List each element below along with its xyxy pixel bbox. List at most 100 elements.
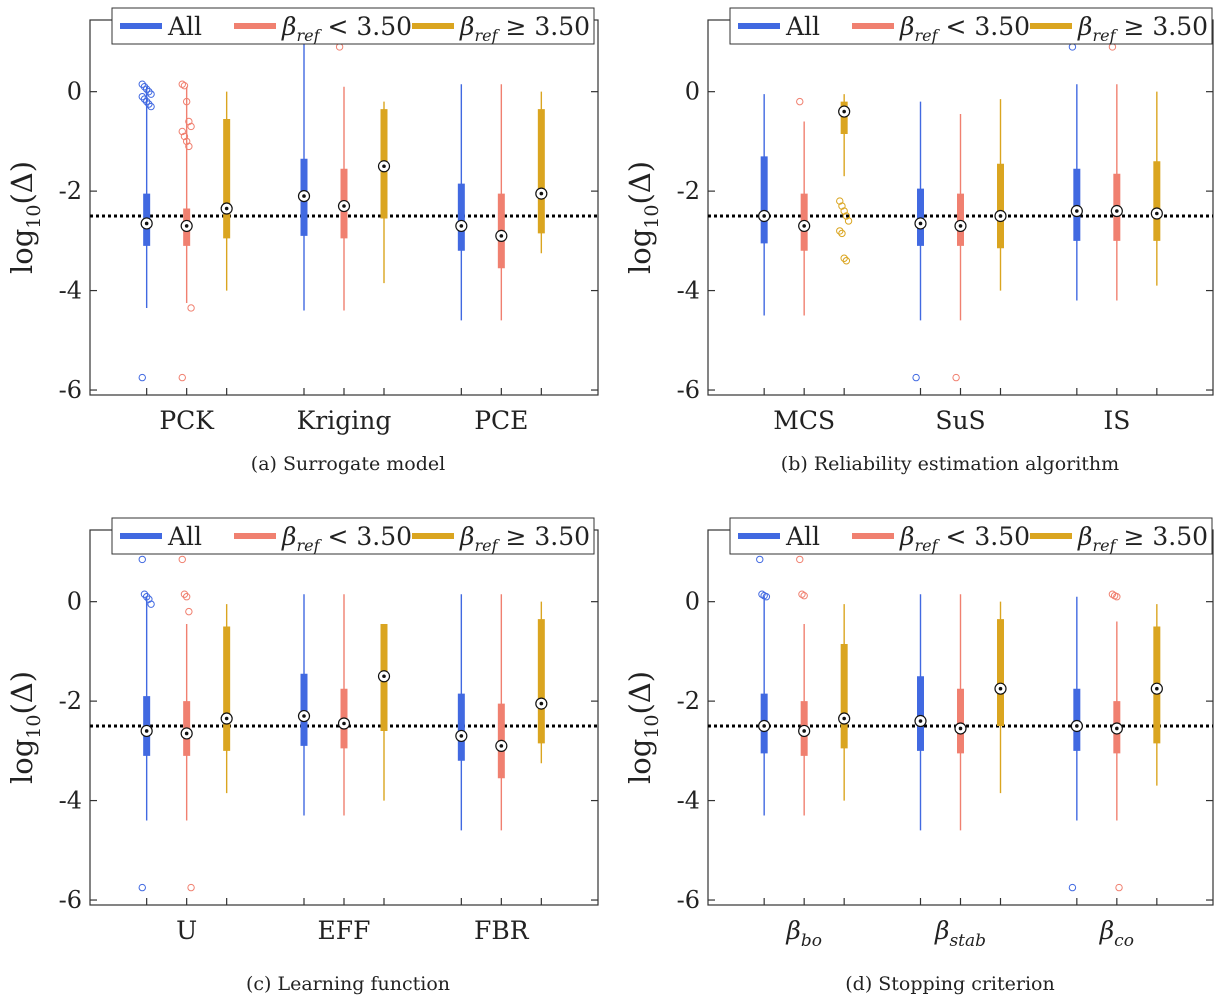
box-low-median-dot xyxy=(802,224,806,228)
y-tick-label: -2 xyxy=(677,687,700,715)
box-low-median-dot xyxy=(958,224,963,228)
box-low-median-dot xyxy=(1115,209,1119,213)
box-high-median-dot xyxy=(842,109,846,114)
legend-label-low: βref < 3.50 xyxy=(281,522,412,555)
box-low-median-dot xyxy=(499,234,504,238)
box-high-median-dot xyxy=(1155,686,1159,691)
y-tick-label: -4 xyxy=(59,787,82,815)
box-all-outlier xyxy=(138,555,146,564)
box-low-outlier xyxy=(185,117,193,126)
box-low-outlier xyxy=(182,592,191,601)
legend-label-high: βref ≥ 3.50 xyxy=(459,12,590,45)
box-high-median-dot xyxy=(998,214,1003,218)
y-axis-label: log10(Δ) xyxy=(5,671,45,784)
box-all-outlier xyxy=(142,592,151,601)
box-all-outlier xyxy=(142,97,151,106)
legend-label-low: βref < 3.50 xyxy=(899,522,1030,555)
box-low-median-dot xyxy=(499,744,504,748)
y-axis-label: log10(Δ) xyxy=(5,161,45,274)
box-all-median-dot xyxy=(302,194,306,198)
y-tick-label: -6 xyxy=(677,376,700,404)
box-all-outlier xyxy=(758,590,766,598)
x-category-label: MCS xyxy=(773,406,835,435)
box-low-outlier xyxy=(180,82,189,90)
x-category-label: SuS xyxy=(935,406,985,435)
box-low-outlier xyxy=(182,137,191,146)
box-all-outlier xyxy=(138,80,146,88)
y-tick-label: 0 xyxy=(67,78,82,106)
box-all-outlier xyxy=(145,100,153,108)
box-all-median-dot xyxy=(302,714,306,718)
panel-caption: (b) Reliability estimation algorithm xyxy=(781,453,1119,475)
box-low-outlier xyxy=(185,607,193,616)
y-tick-label: -4 xyxy=(677,277,700,305)
panel-caption: (d) Stopping criterion xyxy=(845,973,1054,995)
box-high-median-dot xyxy=(539,701,544,706)
legend: All βref < 3.50 βref ≥ 3.50 xyxy=(111,517,595,555)
box-high-outlier xyxy=(836,197,844,205)
x-category-label: U xyxy=(176,916,197,945)
box-high-median-dot xyxy=(224,206,229,211)
box-all-median-dot xyxy=(459,734,464,738)
legend-frame xyxy=(111,7,595,45)
legend-frame xyxy=(729,7,1213,45)
box-high-outlier xyxy=(840,254,848,262)
box-all-outlier xyxy=(912,373,920,382)
box-high-median-dot xyxy=(539,191,544,196)
y-tick-label: -4 xyxy=(59,277,82,305)
box-high-outlier xyxy=(842,257,851,265)
box-high-outlier xyxy=(840,207,848,215)
box-all-outlier xyxy=(145,595,153,603)
x-category-label: FBR xyxy=(474,916,530,945)
box-all-outlier xyxy=(147,90,155,98)
box-low-outlier xyxy=(335,43,344,51)
box-all-median-dot xyxy=(918,719,923,723)
box-low-median-dot xyxy=(342,721,346,726)
box-low-outlier xyxy=(180,132,189,141)
legend-label-all: All xyxy=(167,12,202,41)
box-all-median-dot xyxy=(762,214,766,218)
box-low-median-dot xyxy=(802,729,806,733)
box-low-outlier xyxy=(952,373,960,382)
box-all-outlier xyxy=(142,85,151,93)
box-low-outlier xyxy=(178,373,186,382)
legend-label-high: βref ≥ 3.50 xyxy=(1077,522,1208,555)
panel-caption: (a) Surrogate model xyxy=(251,453,445,475)
box-high-median-dot xyxy=(842,716,846,721)
box-high-outlier xyxy=(838,202,846,210)
box-high-median-dot xyxy=(1155,211,1159,216)
box-all-outlier xyxy=(138,883,146,892)
y-tick-label: -6 xyxy=(677,886,700,914)
box-low-median-dot xyxy=(184,224,189,228)
box-low-median-dot xyxy=(958,726,963,731)
box-high-median-dot xyxy=(998,686,1003,691)
legend-frame xyxy=(729,517,1213,555)
box-all-median-dot xyxy=(144,729,149,733)
legend-label-all: All xyxy=(167,522,202,551)
y-tick-label: 0 xyxy=(685,78,700,106)
box-low-outlier xyxy=(796,97,804,106)
legend-label-all: All xyxy=(785,522,820,551)
x-category-label: PCK xyxy=(159,406,215,435)
box-all-outlier xyxy=(140,590,149,598)
x-category-label: βstab xyxy=(934,916,986,951)
y-tick-label: -6 xyxy=(59,376,82,404)
box-high-median-dot xyxy=(382,674,386,679)
box-all-outlier xyxy=(145,87,153,96)
x-category-label: PCE xyxy=(474,406,528,435)
box-high-outlier xyxy=(842,212,851,220)
legend: All βref < 3.50 βref ≥ 3.50 xyxy=(729,517,1213,555)
box-all-median-dot xyxy=(918,221,923,226)
chart-panel-1: 0 -2 -4 -6 log10(Δ) PCK Kriging PCE All βref < 3.… xyxy=(5,7,599,475)
box-low-outlier xyxy=(178,555,186,564)
y-axis-label: log10(Δ) xyxy=(623,671,663,784)
box-low-outlier xyxy=(1113,592,1121,601)
box-low-outlier xyxy=(180,590,189,598)
box-all-median-dot xyxy=(144,221,149,226)
y-tick-label: -2 xyxy=(59,687,82,715)
y-tick-label: 0 xyxy=(67,588,82,616)
box-all-outlier xyxy=(762,592,771,601)
box-low-outlier xyxy=(798,590,806,598)
box-high-outlier xyxy=(844,217,853,225)
x-category-label: βbo xyxy=(785,916,822,951)
